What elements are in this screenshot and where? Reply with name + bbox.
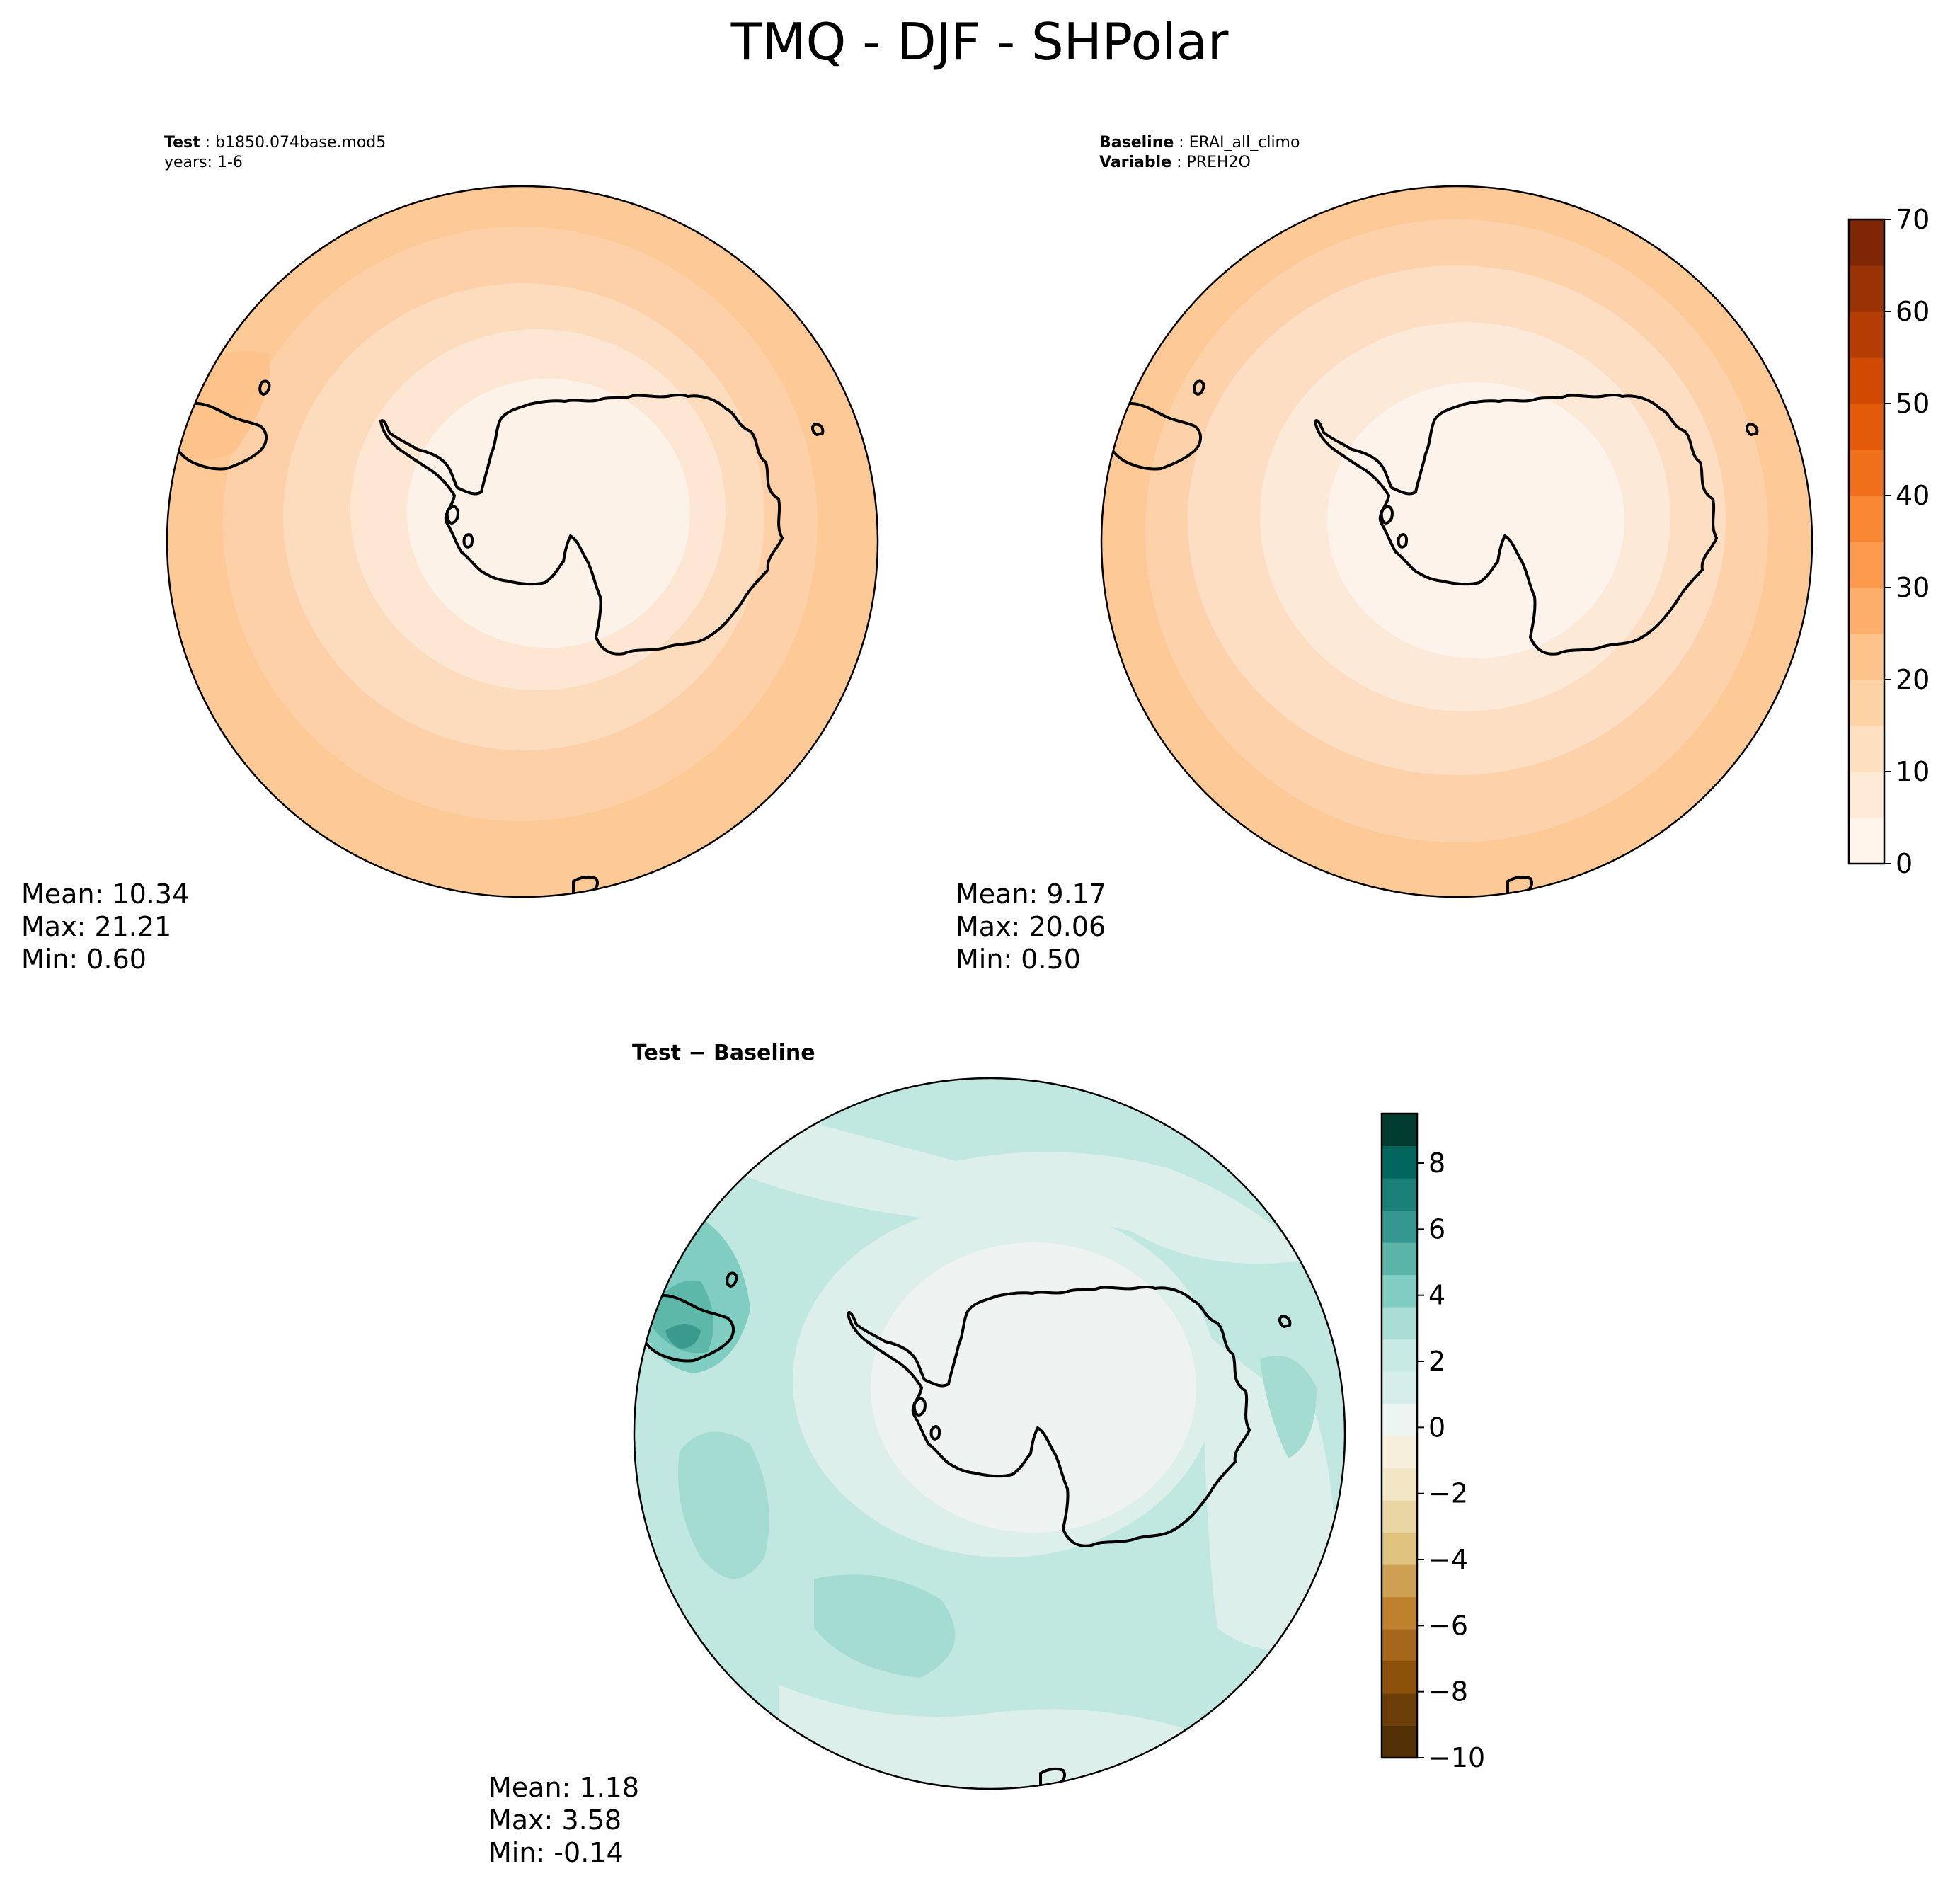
diff-map-frame xyxy=(633,1077,1346,1790)
baseline-colorbar-tick-label: 60 xyxy=(1896,296,1930,327)
figure-title: TMQ - DJF - SHPolar xyxy=(730,12,1229,71)
diff-colorbar-swatch xyxy=(1382,1693,1417,1727)
diff-colorbar-swatch xyxy=(1382,1564,1417,1598)
test-map xyxy=(167,186,878,897)
test-label: Test : b1850.074base.mod5 xyxy=(164,134,386,151)
diff-colorbar-swatch xyxy=(1382,1436,1417,1469)
diff-light-band-north xyxy=(743,1104,1309,1264)
diff-colorbar-swatch xyxy=(1382,1661,1417,1694)
baseline-colorbar-tick-label: 30 xyxy=(1896,572,1930,603)
test-stat-mean: Mean: 10.34 xyxy=(21,879,189,910)
diff-colorbar-swatch xyxy=(1382,1210,1417,1243)
baseline-colorbar-swatch xyxy=(1849,588,1884,634)
test-map-frame xyxy=(166,185,879,898)
baseline-label-text: : ERAI_all_climo xyxy=(1174,134,1300,151)
diff-colorbar-swatch xyxy=(1382,1178,1417,1211)
diff-hotspot-core xyxy=(665,1324,701,1349)
diff-dark-west xyxy=(678,1431,769,1579)
baseline-label: Baseline : ERAI_all_climo xyxy=(1099,134,1300,151)
baseline-colorbar-swatch xyxy=(1849,450,1884,496)
baseline-variable-bold: Variable xyxy=(1099,154,1171,171)
baseline-map-frame xyxy=(1100,185,1813,898)
test-panel: Test : b1850.074base.mod5 years: 1-6 Mea… xyxy=(21,134,879,975)
diff-colorbar-swatch xyxy=(1382,1371,1417,1404)
diff-colorbar-swatch xyxy=(1382,1242,1417,1276)
diff-level-continent xyxy=(871,1242,1196,1533)
diff-colorbar-tick-label: 6 xyxy=(1428,1213,1445,1245)
baseline-colorbar-tick-label: 70 xyxy=(1896,204,1930,235)
baseline-colorbar-tick-label: 50 xyxy=(1896,388,1930,419)
diff-colorbar-swatch xyxy=(1382,1468,1417,1501)
diff-colorbar-swatch xyxy=(1382,1274,1417,1308)
diff-colorbar-swatch xyxy=(1382,1114,1417,1147)
diff-dark-south xyxy=(814,1574,956,1678)
diff-colorbar-swatch xyxy=(1382,1629,1417,1662)
baseline-colorbar-swatch xyxy=(1849,357,1884,404)
diff-colorbar-frame xyxy=(1380,1112,1419,1759)
diff-stat-max: Max: 3.58 xyxy=(488,1804,621,1836)
baseline-panel: Baseline : ERAI_all_climo Variable : PRE… xyxy=(956,134,1930,975)
baseline-colorbar-swatch xyxy=(1849,818,1884,864)
diff-colorbar-tick-label: −6 xyxy=(1428,1610,1468,1641)
test-stat-max: Max: 21.21 xyxy=(21,911,171,942)
test-label-bold: Test xyxy=(164,134,200,151)
diff-colorbar-swatch xyxy=(1382,1145,1417,1179)
baseline-colorbar-swatch xyxy=(1849,496,1884,542)
diff-colorbar-tick-label: 4 xyxy=(1428,1280,1445,1311)
baseline-variable-text: : PREH2O xyxy=(1171,154,1251,171)
test-label-text: : b1850.074base.mod5 xyxy=(200,134,386,151)
test-stat-min: Min: 0.60 xyxy=(21,944,147,975)
baseline-colorbar-swatch xyxy=(1849,634,1884,680)
diff-colorbar-swatch xyxy=(1382,1403,1417,1436)
baseline-colorbar-swatch xyxy=(1849,219,1884,266)
baseline-colorbar: 0 10 20 30 40 50 60 70 xyxy=(1847,204,1930,879)
baseline-colorbar-tick-label: 20 xyxy=(1896,664,1930,695)
diff-colorbar-tick-label: 0 xyxy=(1428,1412,1445,1443)
baseline-stat-min: Min: 0.50 xyxy=(956,944,1081,975)
baseline-colorbar-swatch xyxy=(1849,680,1884,726)
baseline-colorbar-swatch xyxy=(1849,265,1884,312)
diff-colorbar-tick-label: −10 xyxy=(1428,1742,1485,1773)
diff-dark-east xyxy=(1260,1356,1317,1458)
baseline-colorbar-tick-label: 0 xyxy=(1896,848,1913,879)
diff-stat-min: Min: -0.14 xyxy=(488,1837,624,1868)
baseline-colorbar-tick-label: 40 xyxy=(1896,480,1930,511)
test-level-5 xyxy=(407,379,690,648)
baseline-level-5 xyxy=(1327,382,1624,658)
baseline-colorbar-frame xyxy=(1847,218,1886,865)
baseline-colorbar-swatch xyxy=(1849,726,1884,772)
test-years: years: 1-6 xyxy=(164,154,243,171)
diff-colorbar-tick-label: 8 xyxy=(1428,1148,1445,1179)
diff-panel: Test − Baseline Mean: 1.18 xyxy=(488,1041,1485,1868)
diff-map xyxy=(634,1078,1345,1789)
diff-colorbar-swatch xyxy=(1382,1500,1417,1533)
baseline-map xyxy=(1101,186,1812,897)
diff-colorbar: −10 −8 −6 −4 −2 0 2 4 6 8 xyxy=(1380,1112,1485,1773)
baseline-colorbar-swatch xyxy=(1849,542,1884,588)
diff-title: Test − Baseline xyxy=(632,1041,815,1065)
baseline-variable: Variable : PREH2O xyxy=(1099,154,1251,171)
baseline-stat-mean: Mean: 9.17 xyxy=(956,879,1106,910)
diff-colorbar-swatch xyxy=(1382,1532,1417,1565)
diff-colorbar-swatch xyxy=(1382,1596,1417,1630)
diff-colorbar-tick-label: −2 xyxy=(1428,1478,1468,1509)
baseline-colorbar-tick-label: 10 xyxy=(1896,756,1930,787)
diff-stat-mean: Mean: 1.18 xyxy=(488,1772,639,1803)
baseline-label-bold: Baseline xyxy=(1099,134,1174,151)
baseline-colorbar-swatch xyxy=(1849,404,1884,450)
diff-colorbar-tick-label: 2 xyxy=(1428,1346,1445,1377)
baseline-colorbar-swatch xyxy=(1849,772,1884,818)
diff-colorbar-swatch xyxy=(1382,1725,1417,1758)
diff-colorbar-tick-label: −4 xyxy=(1428,1544,1468,1575)
diff-colorbar-swatch xyxy=(1382,1307,1417,1340)
baseline-colorbar-swatch xyxy=(1849,311,1884,358)
baseline-stat-max: Max: 20.06 xyxy=(956,911,1106,942)
diff-colorbar-tick-label: −8 xyxy=(1428,1676,1468,1707)
diff-colorbar-swatch xyxy=(1382,1339,1417,1372)
